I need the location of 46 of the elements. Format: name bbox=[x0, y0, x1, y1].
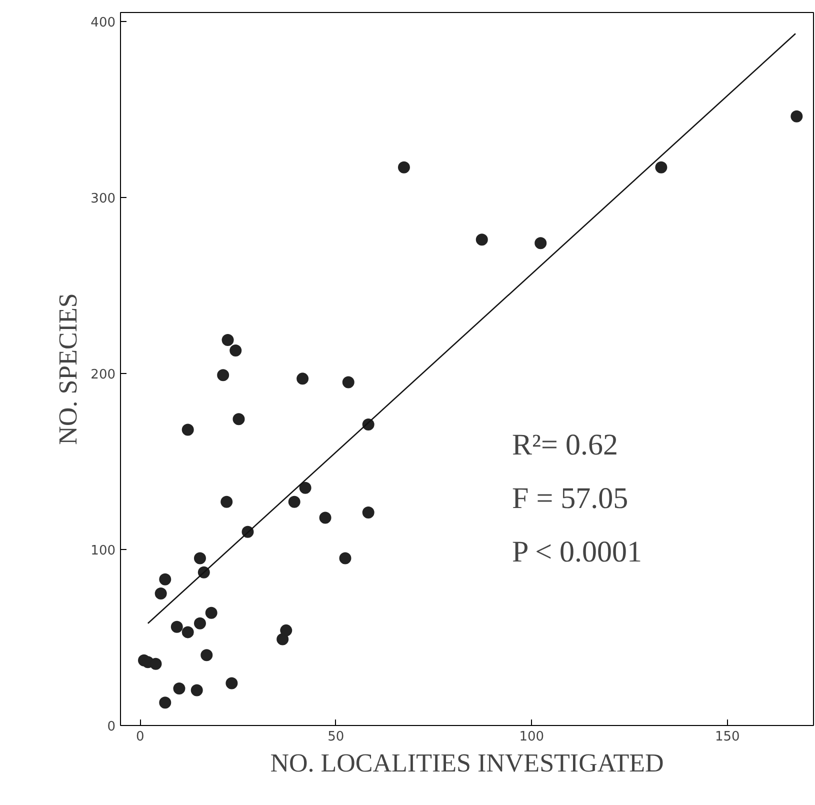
point bbox=[200, 649, 213, 662]
point bbox=[150, 658, 162, 670]
y-tick-label: 100 bbox=[90, 543, 116, 558]
y-tick-label: 300 bbox=[90, 191, 116, 206]
point bbox=[296, 372, 309, 385]
point bbox=[299, 482, 312, 494]
x-tick-label: 100 bbox=[519, 730, 544, 744]
point bbox=[220, 496, 233, 508]
x-tick-label: 50 bbox=[328, 730, 344, 744]
y-tick-label: 400 bbox=[90, 15, 116, 30]
point bbox=[217, 369, 230, 382]
point bbox=[205, 606, 218, 619]
point bbox=[159, 696, 172, 709]
point bbox=[230, 344, 242, 357]
point bbox=[154, 587, 167, 600]
point bbox=[288, 496, 300, 508]
annotation: R²= 0.62 bbox=[512, 428, 618, 462]
point bbox=[190, 684, 203, 696]
x-axis-title: NO. LOCALITIES INVESTIGATED bbox=[270, 748, 664, 778]
point bbox=[342, 376, 354, 388]
point bbox=[222, 334, 234, 346]
point bbox=[182, 424, 194, 436]
annotation: P < 0.0001 bbox=[512, 536, 642, 569]
point bbox=[790, 110, 803, 122]
point bbox=[339, 552, 352, 564]
point bbox=[194, 617, 206, 630]
point bbox=[534, 237, 547, 250]
point bbox=[362, 506, 374, 518]
y-axis-title: NO. SPECIES bbox=[54, 293, 83, 445]
point bbox=[182, 626, 194, 638]
x-tick-label: 0 bbox=[136, 730, 144, 744]
point bbox=[476, 234, 488, 246]
point bbox=[173, 682, 186, 695]
x-tick-label: 150 bbox=[714, 730, 740, 744]
point bbox=[319, 512, 332, 524]
point bbox=[159, 573, 172, 586]
point bbox=[398, 161, 410, 174]
point bbox=[655, 161, 668, 174]
point bbox=[226, 677, 238, 690]
point bbox=[280, 624, 292, 636]
point bbox=[232, 413, 245, 426]
point bbox=[170, 620, 183, 633]
point bbox=[194, 552, 206, 564]
annotation: F = 57.05 bbox=[512, 482, 628, 516]
y-tick-label: 200 bbox=[90, 367, 116, 382]
y-tick-label: 0 bbox=[107, 720, 116, 734]
